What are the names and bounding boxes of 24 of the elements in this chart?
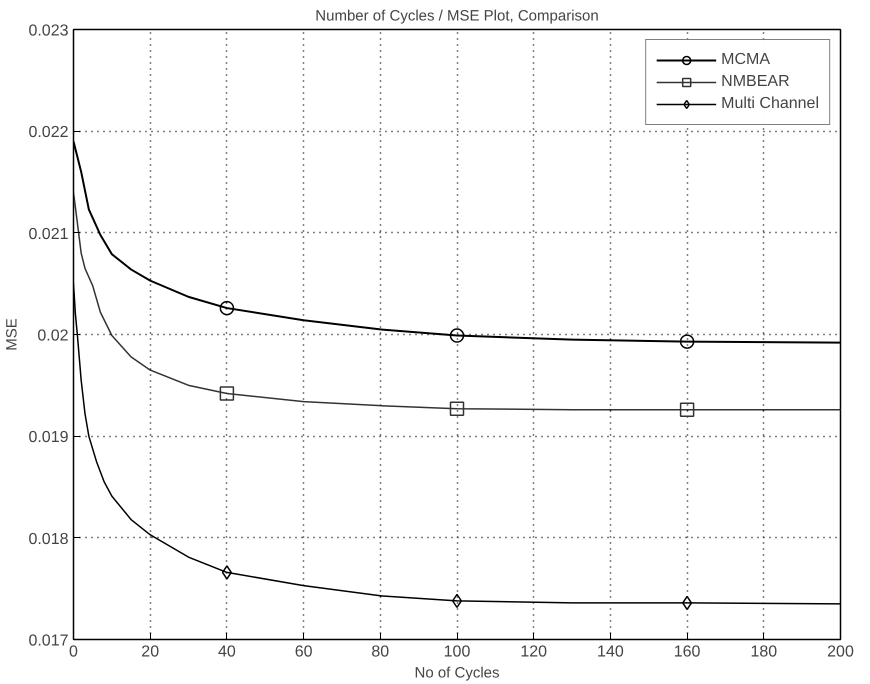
x-tick-label: 160 [674,644,701,660]
x-tick-label: 20 [141,644,160,660]
legend-label: NMBEAR [721,73,790,91]
legend-label: MCMA [721,51,770,69]
x-axis-title: No of Cycles [414,664,500,682]
y-tick-label: 0.021 [28,226,69,243]
y-axis-title: MSE [3,318,20,351]
x-tick-label: 60 [294,644,313,660]
y-tick-label: 0.017 [28,632,69,650]
legend-label: Multi Channel [721,95,819,113]
y-tick-label: 0.018 [28,530,69,548]
x-tick-label: 200 [827,644,854,660]
y-tick-label: 0.019 [28,429,69,446]
x-tick-label: 80 [371,644,390,660]
x-tick-label: 40 [218,644,236,660]
chart-title: Number of Cycles / MSE Plot, Comparison [315,8,599,24]
x-tick-label: 140 [597,644,624,660]
x-tick-label: 100 [444,644,470,660]
y-tick-label: 0.022 [28,124,69,142]
x-tick-label: 180 [750,644,778,660]
x-tick-label: 120 [520,644,548,660]
y-tick-label: 0.023 [28,22,69,40]
x-tick-label: 0 [69,644,78,660]
y-tick-label: 0.02 [37,328,69,344]
